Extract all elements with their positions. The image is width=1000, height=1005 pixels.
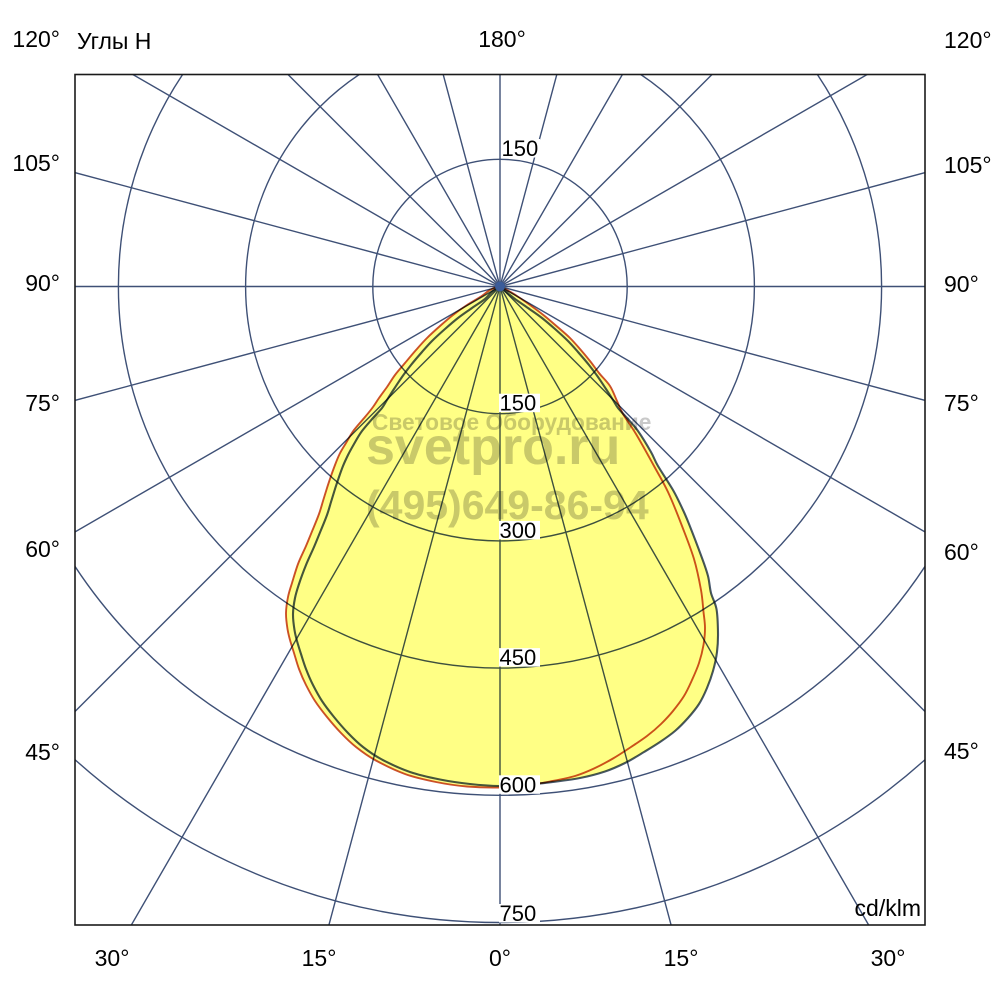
svg-text:750: 750 — [500, 901, 537, 926]
svg-text:0°: 0° — [489, 945, 511, 971]
svg-text:30°: 30° — [95, 945, 130, 971]
svg-text:150: 150 — [502, 136, 539, 161]
svg-text:300: 300 — [500, 518, 537, 543]
svg-text:75°: 75° — [25, 390, 60, 416]
svg-text:60°: 60° — [944, 539, 979, 565]
svg-text:120°: 120° — [12, 26, 60, 52]
svg-text:90°: 90° — [25, 270, 60, 296]
svg-text:45°: 45° — [944, 738, 979, 764]
svg-text:cd/klm: cd/klm — [855, 895, 921, 921]
svg-text:Углы H: Углы H — [77, 28, 151, 54]
svg-text:30°: 30° — [871, 945, 906, 971]
svg-text:150: 150 — [500, 391, 537, 416]
svg-text:105°: 105° — [12, 150, 60, 176]
svg-text:45°: 45° — [25, 739, 60, 765]
svg-text:75°: 75° — [944, 390, 979, 416]
svg-text:15°: 15° — [664, 945, 699, 971]
svg-text:105°: 105° — [944, 152, 992, 178]
svg-text:svetpro.ru: svetpro.ru — [366, 418, 620, 476]
svg-text:180°: 180° — [478, 26, 526, 52]
svg-text:450: 450 — [500, 645, 537, 670]
svg-text:120°: 120° — [944, 27, 992, 53]
svg-text:60°: 60° — [25, 536, 60, 562]
svg-text:600: 600 — [500, 772, 537, 797]
svg-text:15°: 15° — [302, 945, 337, 971]
svg-text:90°: 90° — [944, 271, 979, 297]
